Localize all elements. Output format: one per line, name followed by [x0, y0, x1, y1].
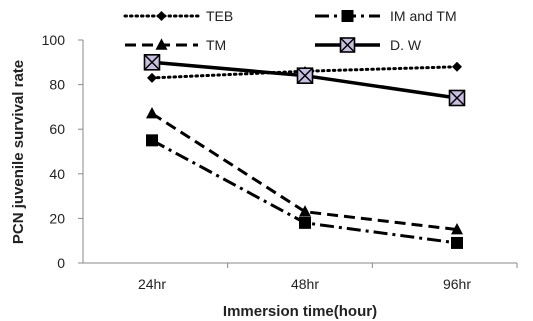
data-point [452, 61, 462, 72]
series-line [151, 112, 458, 232]
legend-item: TM [125, 37, 226, 53]
data-point [448, 89, 466, 107]
data-point [451, 236, 463, 249]
legend-label: TEB [206, 8, 233, 24]
y-tick-label: 100 [42, 32, 66, 48]
series-x-square [143, 53, 466, 107]
x-tick-label: 48hr [291, 276, 319, 292]
data-point [146, 134, 158, 147]
data-point [299, 216, 311, 229]
legend-marker [341, 10, 354, 22]
y-tick-label: 40 [49, 166, 65, 182]
legend-label: IM and TM [390, 8, 457, 24]
series-triangle [146, 106, 463, 235]
legend-marker [155, 38, 168, 50]
legend-marker [156, 11, 167, 21]
x-tick-labels: 24hr 48hr 96hr [138, 263, 518, 292]
y-axis-title: PCN juvenile survival rate [10, 60, 27, 244]
data-point [143, 53, 161, 71]
y-tick-labels: 0 20 40 60 80 100 [42, 32, 83, 271]
legend-marker [339, 37, 356, 53]
legend-label: D. W [390, 37, 422, 53]
data-point [147, 72, 157, 83]
data-point [296, 67, 314, 84]
y-tick-label: 20 [49, 210, 65, 226]
data-point [451, 222, 463, 235]
x-tick-label: 24hr [138, 276, 166, 292]
data-point [146, 106, 158, 119]
y-tick-label: 60 [49, 121, 65, 137]
legend: TEB IM and TM TM D. W [123, 8, 457, 53]
x-axis-title: Immersion time(hour) [223, 303, 377, 320]
legend-label: TM [206, 37, 226, 53]
y-tick-label: 80 [49, 77, 65, 93]
legend-item: IM and TM [315, 8, 457, 24]
series-group [143, 53, 466, 249]
series-square [146, 134, 463, 249]
data-point [299, 205, 311, 217]
y-tick-label: 0 [57, 255, 65, 271]
legend-item: D. W [315, 37, 422, 53]
legend-item: TEB [123, 8, 233, 24]
x-tick-label: 96hr [443, 276, 471, 292]
axes [82, 40, 517, 264]
